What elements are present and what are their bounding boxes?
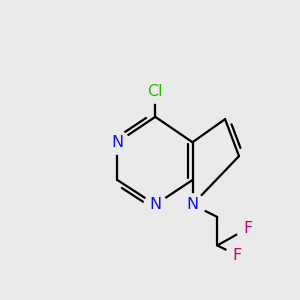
Text: N: N <box>111 135 123 150</box>
Text: N: N <box>149 197 161 212</box>
Text: F: F <box>243 221 252 236</box>
Text: N: N <box>186 197 199 212</box>
Text: F: F <box>233 248 242 263</box>
Text: Cl: Cl <box>148 84 163 99</box>
